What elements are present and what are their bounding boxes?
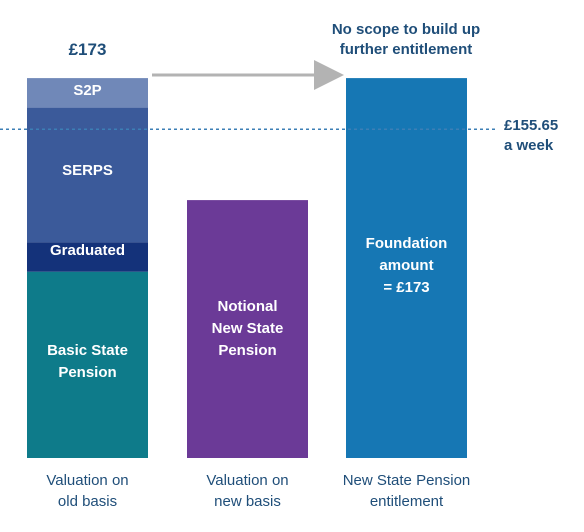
segment-label-s2p: S2P <box>73 82 102 99</box>
category-label-new-state-pension: New State Pension entitlement <box>342 472 471 510</box>
category-label-old-basis: Valuation on old basis <box>46 472 129 510</box>
category-label-new-basis: Valuation on new basis <box>206 472 289 510</box>
segment-label-basic-state-pension: Basic State Pension <box>47 342 128 381</box>
bar-2-segment-0 <box>346 78 467 458</box>
segment-label-graduated: Graduated <box>49 242 125 259</box>
segment-label-notional-new-state-pension: Notional New State Pension <box>211 298 284 359</box>
reference-line-label: £155.65 a week <box>504 117 559 154</box>
bar-0-segment-2 <box>27 107 148 243</box>
bar-0-segment-1 <box>27 242 148 272</box>
segment-label-serps: SERPS <box>62 162 113 179</box>
bar-total-label: £173 <box>68 40 107 59</box>
segment-label-foundation-amount: Foundation amount = £173 <box>365 235 448 296</box>
bar-1-segment-0 <box>187 200 308 458</box>
annotation-no-scope: No scope to build up further entitlement <box>331 21 481 58</box>
bar-0-segment-3 <box>27 78 148 108</box>
bar-0-segment-0 <box>27 271 148 458</box>
